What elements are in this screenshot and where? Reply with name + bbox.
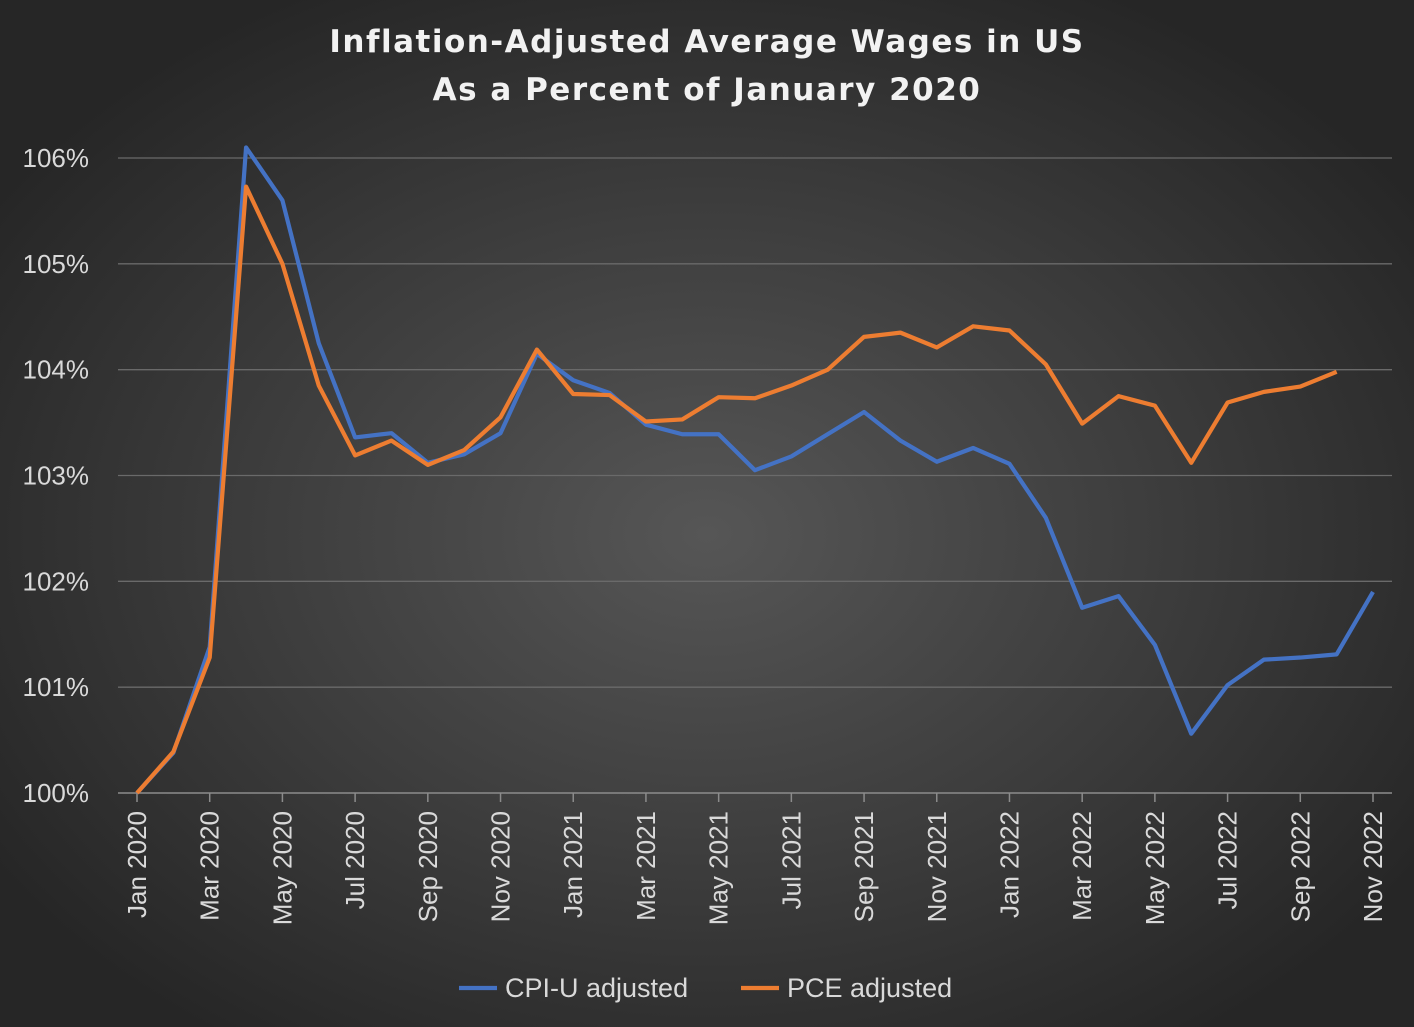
x-tick-label: Jan 2020 (122, 811, 152, 918)
series-line-pce (135, 184, 1338, 795)
y-tick-label: 103% (23, 461, 90, 491)
x-tick-label: Nov 2022 (1358, 811, 1388, 922)
x-tick-label: May 2020 (267, 811, 297, 925)
y-tick-label: 106% (23, 143, 90, 173)
legend-label: CPI-U adjusted (505, 973, 688, 1003)
series-line-cpi-u (135, 145, 1375, 795)
x-tick-label: Jan 2021 (558, 811, 588, 918)
x-tick-label: Nov 2020 (486, 811, 516, 922)
x-axis: Jan 2020 Mar 2020 May 2020 Jul 2020 Sep 2020… (118, 792, 1392, 925)
legend: CPI-U adjusted PCE adjusted (459, 973, 952, 1003)
series-lines (135, 145, 1375, 795)
chart-title-line-1: Inflation-Adjusted Average Wages in US (329, 24, 1085, 60)
y-tick-label: 100% (23, 778, 90, 808)
x-tick-label: Nov 2021 (922, 811, 952, 922)
x-tick-label: Jan 2022 (994, 811, 1024, 918)
y-tick-label: 104% (23, 355, 90, 385)
legend-label: PCE adjusted (787, 973, 952, 1003)
x-tick-label: Mar 2022 (1067, 811, 1097, 921)
x-tick-label: Mar 2021 (631, 811, 661, 921)
x-tick-label: Jul 2022 (1213, 811, 1243, 909)
x-tick-label: Jul 2020 (340, 811, 370, 909)
x-tick-label: Sep 2020 (413, 811, 443, 922)
chart-title-line-2: As a Percent of January 2020 (432, 72, 982, 108)
x-tick-label: May 2022 (1140, 811, 1170, 925)
y-tick-label: 102% (23, 566, 90, 596)
x-tick-label: May 2021 (704, 811, 734, 925)
y-tick-label: 101% (23, 672, 90, 702)
y-axis-tick-labels: 100% 101% 102% 103% 104% 105% 106% (23, 143, 90, 808)
x-tick-label: Sep 2021 (849, 811, 879, 922)
x-tick-label: Jul 2021 (776, 811, 806, 909)
x-tick-label: Mar 2020 (195, 811, 225, 921)
x-tick-label: Sep 2022 (1285, 811, 1315, 922)
y-tick-label: 105% (23, 249, 90, 279)
gridlines (118, 157, 1392, 688)
